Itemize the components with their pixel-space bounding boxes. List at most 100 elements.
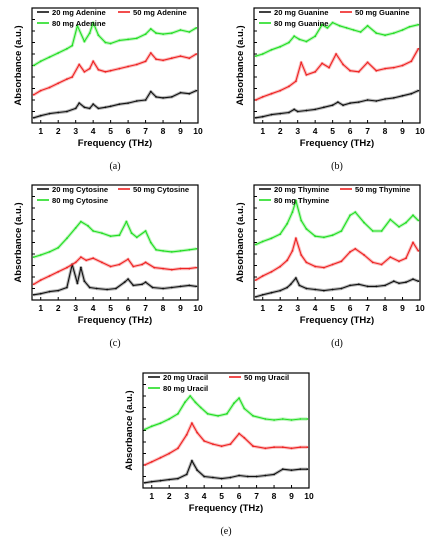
data-point (189, 395, 192, 397)
legend-label: 20 mg Thymine (274, 185, 329, 194)
data-point (195, 89, 198, 92)
series-error-band (32, 51, 198, 97)
x-tick-label: 3 (184, 491, 189, 501)
data-point (331, 288, 334, 291)
data-point (254, 296, 257, 298)
data-point (305, 287, 308, 290)
data-point (118, 103, 121, 106)
x-axis-title: Frequency (THz) (78, 138, 152, 149)
x-tick-label: 3 (73, 126, 78, 136)
data-point (188, 57, 191, 60)
data-point (314, 35, 317, 38)
data-point (130, 232, 133, 235)
data-point (177, 447, 179, 450)
legend-label: 80 mg Cytosine (52, 196, 108, 205)
x-tick-label: 7 (254, 491, 259, 501)
data-point (349, 69, 351, 72)
data-point (57, 111, 60, 114)
data-point (179, 55, 182, 57)
data-point (135, 100, 138, 102)
data-point (85, 259, 88, 262)
data-point (127, 65, 129, 68)
data-point (87, 224, 89, 227)
data-point (203, 440, 206, 442)
series-error-band (144, 394, 308, 431)
data-point (71, 76, 74, 78)
data-point (144, 99, 147, 101)
legend-label: 80 mg Uracil (163, 384, 208, 393)
data-point (149, 241, 152, 244)
x-tick-label: 3 (73, 303, 78, 313)
data-point (191, 422, 193, 425)
x-tick-label: 1 (260, 303, 265, 313)
data-point (88, 32, 91, 34)
x-tick-label: 7 (143, 126, 148, 136)
data-point (410, 60, 413, 63)
data-point (366, 285, 369, 288)
data-point (162, 250, 165, 252)
data-point (354, 247, 357, 250)
data-point (306, 418, 309, 420)
data-point (170, 286, 173, 289)
data-point (408, 25, 411, 28)
data-point (405, 257, 407, 260)
data-point (357, 283, 360, 286)
chart-panel-c: 1 2 3 4 5 6 7 8 9 10 Frequency (THz) Absorbance (a.… (13, 184, 203, 349)
data-point (384, 98, 386, 100)
data-point (357, 70, 360, 73)
data-point (195, 285, 198, 288)
data-point (149, 52, 152, 54)
data-point (144, 281, 147, 284)
legend-label: 50 mg Uracil (244, 373, 289, 382)
data-point (290, 419, 293, 421)
x-tick-label: 9 (178, 303, 183, 313)
data-point (261, 240, 264, 243)
data-point (299, 418, 302, 420)
data-point (281, 418, 284, 420)
data-point (384, 67, 386, 70)
legend-label: 50 mg Guanine (355, 8, 409, 17)
series-error-band (144, 421, 308, 467)
data-point (233, 402, 235, 405)
data-point (191, 459, 193, 462)
data-point (375, 285, 378, 288)
data-point (255, 475, 258, 478)
data-point (417, 47, 420, 50)
x-tick-label: 4 (202, 491, 207, 501)
data-point (83, 106, 86, 109)
data-point (80, 266, 82, 269)
x-tick-label: 10 (193, 303, 203, 313)
data-point (32, 93, 35, 96)
data-point (226, 412, 228, 415)
data-point (293, 108, 296, 111)
data-point (39, 89, 42, 92)
data-point (279, 289, 282, 292)
data-point (305, 40, 308, 43)
x-axis-title: Frequency (THz) (300, 315, 374, 326)
data-point (335, 53, 337, 55)
data-point (150, 480, 153, 483)
series-line-0 (33, 263, 197, 296)
data-point (39, 254, 42, 256)
legend-label: 50 mg Thymine (355, 185, 410, 194)
data-point (66, 78, 68, 80)
data-point (286, 222, 289, 225)
data-point (203, 475, 206, 478)
data-point (57, 82, 60, 85)
data-point (95, 287, 98, 290)
data-point (306, 446, 309, 449)
x-tick-label: 9 (178, 126, 183, 136)
x-tick-label: 5 (219, 491, 224, 501)
data-point (375, 32, 378, 34)
data-point (331, 263, 334, 266)
data-point (417, 219, 420, 222)
data-point (326, 27, 329, 29)
data-point (83, 70, 86, 73)
data-point (300, 61, 303, 64)
data-point (340, 230, 343, 232)
data-point (288, 111, 290, 114)
data-point (92, 60, 95, 63)
data-point (206, 412, 209, 415)
data-point (254, 99, 257, 101)
x-tick-label: 10 (304, 491, 314, 501)
